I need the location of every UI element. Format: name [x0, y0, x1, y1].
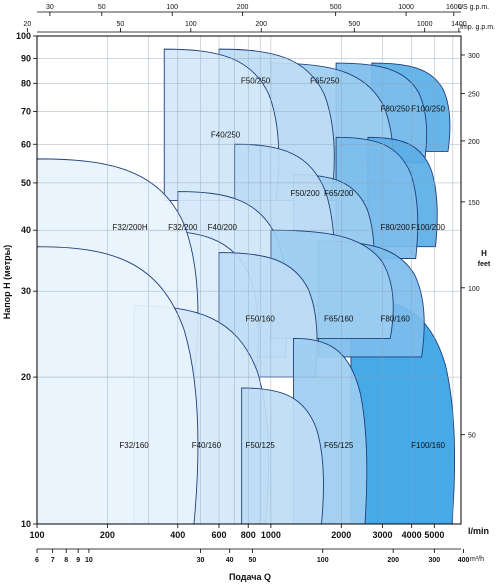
top-tick-us-gpm: 500 — [330, 4, 342, 11]
x-tick-m3h: 300 — [429, 557, 441, 564]
y-tick-meters: 90 — [21, 53, 31, 63]
x-tick-lmin: 100 — [29, 530, 44, 540]
x-tick-lmin: 200 — [100, 530, 115, 540]
region-label: F65/250 — [310, 76, 340, 85]
bottom-axis-title: Подача Q — [229, 572, 271, 582]
region-label: F50/125 — [245, 441, 275, 450]
region-f32-160 — [36, 246, 199, 525]
top-tick-imp-gpm: 1400 — [451, 21, 467, 28]
x-tick-m3h: 400 — [458, 557, 470, 564]
axes: 10 20 30 40 50 60 70 80 90 100 50 100 150 200 250 300 10… — [16, 4, 480, 564]
y-tick-feet: 250 — [468, 92, 480, 99]
top-tick-imp-gpm: 20 — [23, 21, 31, 28]
top-tick-us-gpm: 30 — [46, 4, 54, 11]
y-axis-label-right-feet: feet — [478, 261, 491, 268]
y-tick-meters: 10 — [21, 519, 31, 529]
x-tick-lmin: 800 — [241, 530, 256, 540]
region-label: F32/200 — [168, 223, 198, 232]
y-tick-meters: 50 — [21, 178, 31, 188]
region-label: F80/160 — [380, 314, 410, 323]
x-tick-m3h: 6 — [35, 557, 39, 564]
top-tick-imp-gpm: 500 — [348, 21, 360, 28]
top-axis-unit-us: US g.p.m. — [458, 4, 489, 11]
x-tick-m3h: 7 — [51, 557, 55, 564]
region-label: F50/160 — [245, 314, 275, 323]
x-tick-m3h: 30 — [197, 557, 205, 564]
y-tick-meters: 30 — [21, 286, 31, 296]
region-label: F32/160 — [119, 441, 149, 450]
x-tick-lmin: 600 — [211, 530, 226, 540]
x-tick-lmin: 1000 — [261, 530, 281, 540]
top-tick-us-gpm: 1000 — [398, 4, 414, 11]
region-label: F80/200 — [380, 223, 410, 232]
x-tick-m3h: 10 — [85, 557, 93, 564]
x-tick-m3h: 40 — [226, 557, 234, 564]
region-label: F65/160 — [324, 314, 354, 323]
x-tick-m3h: 9 — [76, 557, 80, 564]
x-tick-m3h: 100 — [317, 557, 329, 564]
x-tick-m3h: 50 — [248, 557, 256, 564]
y-tick-feet: 150 — [468, 200, 480, 207]
region-label: F40/160 — [192, 441, 222, 450]
top-tick-us-gpm: 200 — [237, 4, 249, 11]
y-axis-label-right-h: H — [481, 249, 487, 258]
region-label: F100/160 — [411, 441, 445, 450]
top-axis-unit-imp: Imp. g.p.m. — [460, 24, 495, 31]
grid-lines — [37, 36, 461, 524]
top-tick-us-gpm: 100 — [166, 4, 178, 11]
y-tick-feet: 300 — [468, 53, 480, 60]
x-tick-m3h: 200 — [387, 557, 399, 564]
y-tick-meters: 60 — [21, 139, 31, 149]
y-tick-feet: 200 — [468, 139, 480, 146]
x-tick-m3h: 8 — [64, 557, 68, 564]
y-tick-feet: 50 — [468, 433, 476, 440]
x-tick-lmin: 400 — [170, 530, 185, 540]
y-tick-meters: 80 — [21, 78, 31, 88]
y-tick-meters: 100 — [16, 31, 31, 41]
top-tick-imp-gpm: 1000 — [417, 21, 433, 28]
region-label: F32/200H — [112, 223, 147, 232]
x-axis-unit-lmin: l/min — [468, 526, 489, 536]
region-label: F65/125 — [324, 441, 354, 450]
region-label: F65/200 — [324, 189, 354, 198]
y-tick-meters: 70 — [21, 107, 31, 117]
x-tick-lmin: 2000 — [331, 530, 351, 540]
y-axis-label-left: Напор H (метры) — [2, 245, 12, 320]
top-tick-us-gpm: 50 — [98, 4, 106, 11]
region-label: F100/200 — [411, 223, 445, 232]
top-tick-imp-gpm: 200 — [255, 21, 267, 28]
y-tick-feet: 100 — [468, 286, 480, 293]
region-label: F100/250 — [411, 105, 445, 114]
region-label: F50/200 — [290, 189, 320, 198]
x-tick-lmin: 5000 — [424, 530, 444, 540]
y-tick-meters: 40 — [21, 225, 31, 235]
region-label: F40/250 — [211, 130, 241, 139]
y-tick-meters: 20 — [21, 372, 31, 382]
region-label: F50/250 — [241, 76, 271, 85]
top-tick-us-gpm: 1600 — [446, 4, 462, 11]
pump-regions — [36, 48, 456, 525]
region-f50-125 — [241, 387, 324, 525]
x-tick-lmin: 4000 — [402, 530, 422, 540]
x-tick-lmin: 3000 — [372, 530, 392, 540]
region-label: F40/200 — [208, 223, 238, 232]
top-tick-imp-gpm: 100 — [185, 21, 197, 28]
top-tick-imp-gpm: 50 — [117, 21, 125, 28]
region-label: F80/250 — [380, 105, 410, 114]
x-axis-unit-m3h: m³/h — [470, 556, 484, 563]
